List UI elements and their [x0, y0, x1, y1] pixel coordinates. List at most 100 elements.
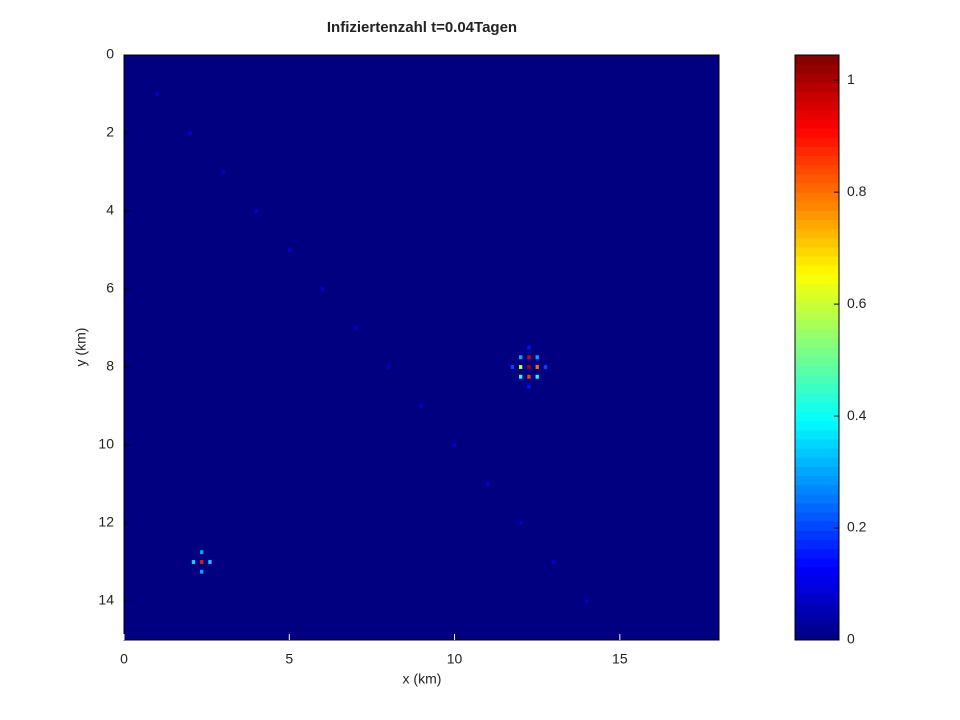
colorbar-band [795, 493, 839, 504]
heatmap-cell [527, 374, 531, 379]
heatmap-cell [519, 374, 523, 379]
colorbar-band [795, 164, 839, 175]
heatmap-cell [585, 599, 589, 603]
colorbar-band [795, 521, 839, 531]
colorbar-band [795, 429, 839, 440]
colorbar-band [795, 603, 839, 614]
colorbar-band [795, 612, 839, 623]
colorbar-band [795, 128, 839, 138]
heatmap-cell [543, 365, 548, 369]
heatmap-cell [527, 345, 531, 350]
heatmap-cell [200, 560, 204, 564]
colorbar-band [795, 576, 839, 586]
colorbar-band [795, 55, 839, 65]
heatmap-cell [200, 550, 204, 555]
heatmap-cell [552, 560, 556, 564]
colorbar-band [795, 201, 839, 211]
colorbar-band [795, 484, 839, 495]
colorbar-band [795, 374, 839, 385]
colorbar-tick-label: 0.2 [847, 519, 867, 535]
heatmap-cell [221, 170, 225, 174]
colorbar-band [795, 118, 839, 129]
colorbar-band [795, 310, 839, 321]
heatmap-cell [510, 365, 515, 369]
colorbar-band [795, 384, 839, 394]
x-tick-label: 15 [612, 651, 628, 667]
colorbar-tick-label: 0.6 [847, 295, 867, 311]
heatmap-cell [527, 355, 531, 360]
colorbar-band [795, 219, 839, 230]
x-axis-label: x (km) [403, 671, 442, 687]
colorbar-band [795, 475, 839, 486]
y-tick-label: 4 [106, 202, 114, 218]
colorbar-band [795, 320, 839, 330]
colorbar-band [795, 64, 839, 74]
colorbar-band [795, 192, 839, 202]
heatmap-cell [535, 355, 539, 360]
heatmap-cell [188, 131, 192, 135]
colorbar-band [795, 347, 839, 358]
heatmap-cell [452, 443, 457, 447]
colorbar-band [795, 356, 839, 367]
chart-title: Infiziertenzahl t=0.04Tagen [327, 19, 517, 36]
plot-frame [123, 54, 720, 641]
heatmap-cell [519, 365, 523, 369]
colorbar-band [795, 420, 839, 431]
colorbar-band [795, 274, 839, 285]
colorbar-band [795, 256, 839, 266]
colorbar-band [795, 237, 839, 248]
colorbar-tick-label: 0.4 [847, 407, 867, 423]
colorbar-band [795, 365, 839, 376]
heatmap-cell [155, 92, 159, 96]
colorbar-band [795, 292, 839, 303]
colorbar-band [795, 329, 839, 339]
heatmap-cell [353, 326, 358, 330]
colorbar-band [795, 585, 839, 595]
heatmap-cell [419, 404, 424, 408]
colorbar-band [795, 566, 839, 577]
colorbar-band [795, 594, 839, 604]
heatmap-cell [519, 521, 523, 525]
colorbar-band [795, 82, 839, 93]
heatmap-cell [527, 365, 531, 369]
y-tick-label: 2 [106, 124, 114, 140]
y-tick-label: 8 [106, 358, 114, 374]
colorbar-band [795, 457, 839, 467]
colorbar-band [795, 557, 839, 568]
colorbar-band [795, 438, 839, 449]
heatmap-cell [535, 374, 539, 379]
heatmap-cell [485, 482, 490, 486]
heatmap-cell [386, 365, 391, 369]
colorbar-band [795, 182, 839, 193]
colorbar-band [795, 411, 839, 422]
colorbar-band [795, 228, 839, 239]
heatmap-cell [287, 248, 291, 252]
colorbar-band [795, 246, 839, 257]
colorbar-band [795, 301, 839, 312]
colorbar-band [795, 466, 839, 476]
colorbar-band [795, 539, 839, 550]
heatmap-cell [254, 209, 258, 213]
colorbar-band [795, 621, 839, 632]
colorbar-band [795, 210, 839, 221]
colorbar-band [795, 283, 839, 294]
y-axis-label: y (km) [73, 328, 89, 367]
colorbar-band [795, 630, 839, 641]
colorbar-band [795, 146, 839, 157]
y-tick-label: 12 [98, 514, 114, 530]
colorbar-tick-label: 0.8 [847, 183, 867, 199]
colorbar-band [795, 548, 839, 559]
y-tick-label: 14 [98, 592, 114, 608]
heatmap-cell [320, 287, 324, 291]
colorbar-tick-label: 0 [847, 631, 855, 647]
colorbar-band [795, 393, 839, 403]
colorbar-band [795, 137, 839, 147]
colorbar-band [795, 73, 839, 83]
colorbar-band [795, 155, 839, 166]
heatmap-cell [208, 560, 212, 564]
colorbar-band [795, 402, 839, 412]
x-tick-label: 0 [120, 651, 128, 667]
colorbar-band [795, 91, 839, 102]
heatmap-cell [191, 560, 196, 564]
